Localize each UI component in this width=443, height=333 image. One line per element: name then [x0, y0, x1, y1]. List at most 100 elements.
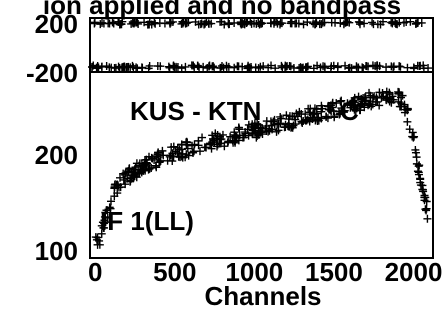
- amplitude-point: [206, 139, 215, 148]
- phase-point: [191, 17, 200, 26]
- amplitude-point: [241, 128, 250, 137]
- amplitude-point: [375, 101, 384, 110]
- phase-point: [233, 62, 242, 71]
- phase-point: [170, 63, 179, 72]
- amplitude-point: [362, 96, 371, 105]
- amplitude-point: [235, 125, 244, 134]
- amplitude-point: [409, 133, 418, 142]
- phase-point: [320, 63, 329, 72]
- amplitude-point: [277, 114, 286, 123]
- amplitude-point: [119, 175, 128, 184]
- amplitude-point: [200, 143, 209, 152]
- phase-point: [254, 64, 263, 73]
- amplitude-point: [125, 164, 134, 173]
- amplitude-point: [145, 152, 154, 161]
- amplitude-point: [408, 132, 417, 141]
- amplitude-point: [309, 110, 318, 119]
- amplitude-point: [144, 165, 153, 174]
- phase-point: [120, 63, 129, 72]
- phase-point: [264, 63, 273, 72]
- amplitude-point: [274, 119, 283, 128]
- amplitude-point: [231, 131, 240, 140]
- amplitude-point: [423, 214, 432, 223]
- amplitude-point: [276, 112, 285, 121]
- amplitude-point: [405, 125, 414, 134]
- x-tick-label: 500: [153, 257, 196, 287]
- chart-title: ion applied and no bandpass: [43, 0, 401, 20]
- amplitude-point: [145, 164, 154, 173]
- amplitude-point: [137, 168, 146, 177]
- x-tick-label: 1500: [305, 257, 363, 287]
- amplitude-point: [356, 100, 365, 109]
- x-axis-ticks: 0 500 1000 1500 2000: [88, 257, 442, 287]
- amplitude-point: [141, 159, 150, 168]
- phase-point: [181, 18, 190, 27]
- phase-point: [216, 17, 225, 26]
- amplitude-point: [232, 132, 241, 141]
- amplitude-point: [198, 133, 207, 142]
- amplitude-point: [366, 91, 375, 100]
- phase-point: [317, 20, 326, 29]
- baseline-label: KUS - KTN: [130, 96, 261, 126]
- amplitude-point: [105, 203, 114, 212]
- baseline-suffix-label: C: [340, 96, 359, 126]
- amplitude-plot-frame: [89, 71, 434, 259]
- amplitude-point: [168, 157, 177, 166]
- phase-point: [376, 20, 385, 29]
- amplitude-point: [195, 147, 204, 156]
- phase-point: [252, 19, 261, 28]
- phase-point: [203, 64, 212, 73]
- phase-point: [150, 18, 159, 27]
- phase-point: [199, 62, 208, 71]
- x-tick-label: 2000: [385, 257, 443, 287]
- amplitude-point: [190, 140, 199, 149]
- phase-point: [201, 19, 210, 28]
- amplitude-point: [403, 104, 412, 113]
- phase-point: [266, 19, 275, 28]
- amplitude-point: [336, 97, 345, 106]
- phase-point: [247, 63, 256, 72]
- phase-point: [177, 64, 186, 73]
- amplitude-point: [350, 105, 359, 114]
- amplitude-point: [383, 93, 392, 102]
- amplitude-point: [422, 197, 431, 206]
- amplitude-point: [100, 219, 109, 228]
- amplitude-point: [281, 120, 290, 129]
- phase-ytick-label-bottom: -200: [26, 58, 78, 88]
- amplitude-point: [297, 117, 306, 126]
- phase-point: [259, 62, 268, 71]
- phase-point: [345, 63, 354, 72]
- amplitude-point: [173, 148, 182, 157]
- amplitude-point: [394, 89, 403, 98]
- x-axis-label: Channels: [204, 281, 321, 311]
- phase-point: [210, 63, 219, 72]
- amplitude-point: [394, 97, 403, 106]
- x-tick-label: 0: [88, 257, 102, 287]
- x-tick-label: 1000: [225, 257, 283, 287]
- phase-point: [172, 62, 181, 71]
- phase-point: [90, 18, 99, 27]
- amplitude-point: [378, 89, 387, 98]
- phase-point: [145, 61, 154, 70]
- amplitude-point: [403, 117, 412, 126]
- phase-point: [208, 62, 217, 71]
- phase-point: [313, 61, 322, 70]
- amplitude-point: [107, 197, 116, 206]
- amplitude-point: [321, 112, 330, 121]
- phase-point: [303, 62, 312, 71]
- phase-point: [369, 20, 378, 29]
- amplitude-point: [324, 105, 333, 114]
- amplitude-point: [414, 170, 423, 179]
- amplitude-point: [181, 153, 190, 162]
- phase-point: [382, 63, 391, 72]
- phase-point: [387, 62, 396, 71]
- phase-point: [294, 19, 303, 28]
- amplitude-point: [140, 156, 149, 165]
- amplitude-point: [159, 151, 168, 160]
- amplitude-point: [323, 114, 332, 123]
- phase-point: [117, 20, 126, 29]
- phase-point: [92, 64, 101, 73]
- if-label: IF 1(LL): [100, 206, 194, 236]
- amplitude-point: [330, 112, 339, 121]
